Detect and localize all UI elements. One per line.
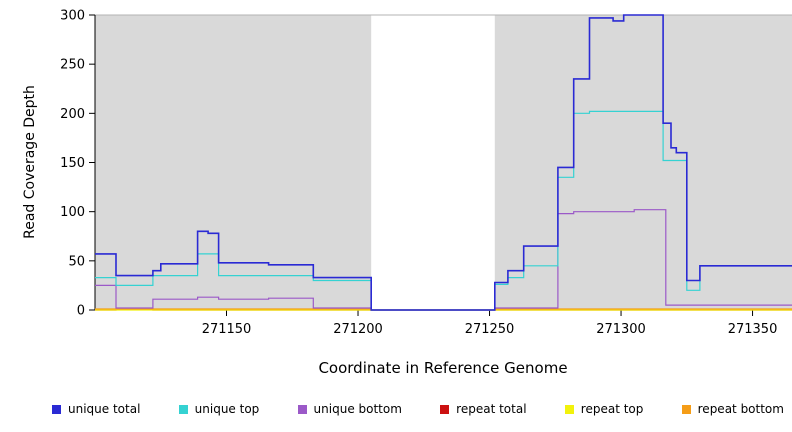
legend-swatch-unique-bottom [297,404,307,414]
x-tick-label: 271350 [728,322,778,337]
y-tick-label: 0 [77,304,85,319]
x-tick-label: 271250 [465,322,515,337]
legend-label-unique-bottom: unique bottom [313,402,402,416]
x-tick-label: 271150 [202,322,252,337]
legend-label-unique-total: unique total [68,402,141,416]
legend-item-unique-total: unique total [52,402,140,416]
y-tick-label: 200 [60,107,85,122]
y-tick-label: 100 [60,205,85,220]
legend-label-repeat-bottom: repeat bottom [697,402,784,416]
legend-item-repeat-total: repeat total [440,402,527,416]
y-tick-label: 300 [60,9,85,24]
panel-right [494,15,792,310]
legend-swatch-unique-top [178,404,188,414]
legend-swatch-repeat-bottom [681,404,691,414]
x-tick-label: 271300 [596,322,646,337]
y-tick-label: 250 [60,58,85,73]
y-axis-title: Read Coverage Depth [22,85,38,239]
x-axis-title: Coordinate in Reference Genome [318,359,568,377]
legend-item-unique-top: unique top [178,402,260,416]
legend-item-repeat-bottom: repeat bottom [681,402,784,416]
legend-label-unique-top: unique top [194,402,260,416]
legend-label-repeat-total: repeat total [456,402,527,416]
y-tick-label: 50 [68,254,85,269]
legend-item-unique-bottom: unique bottom [297,402,402,416]
x-tick-label: 271200 [333,322,383,337]
panel-left [95,15,372,310]
series-line-unique-total [95,14,792,311]
legend-item-repeat-top: repeat top [564,402,644,416]
legend-swatch-repeat-top [564,404,574,414]
legend-swatch-unique-total [52,404,61,414]
legend-label-repeat-top: repeat top [580,402,644,416]
legend-swatch-repeat-total [440,404,450,414]
y-tick-label: 150 [60,156,85,171]
series-line-unique-bottom [95,209,792,311]
legend: unique total unique top unique bottom repea… [52,400,784,418]
